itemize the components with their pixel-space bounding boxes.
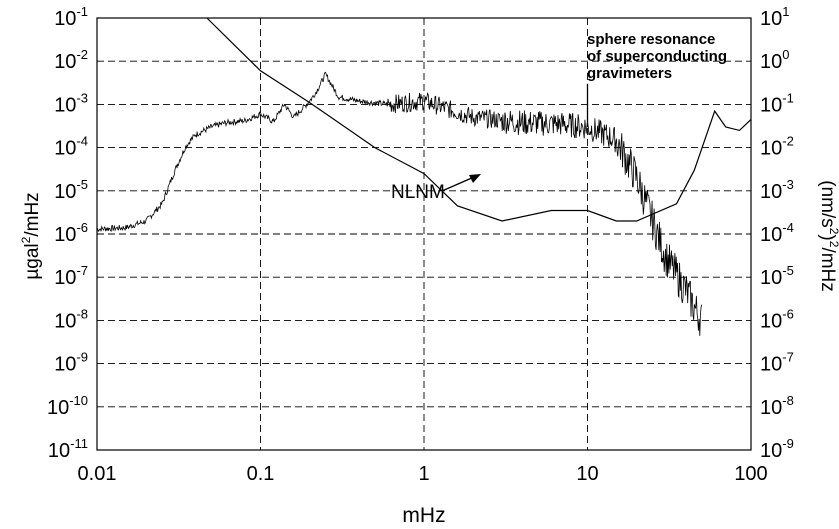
x-tick-label: 1 bbox=[418, 463, 429, 485]
y-left-tick-label: 10-6 bbox=[54, 220, 88, 246]
y-left-tick-label: 10-2 bbox=[54, 47, 88, 73]
x-axis-label: mHz bbox=[402, 504, 445, 527]
x-tick-labels: 0.01 0.1 1 10 100 bbox=[78, 463, 768, 485]
y-right-tick-label: 10-1 bbox=[760, 90, 794, 116]
nlnm-arrow-head bbox=[469, 174, 481, 183]
y-right-tick-labels: 101 100 10-1 10-2 10-3 10-4 10-5 10-6 10-7 10-8 10… bbox=[760, 4, 794, 462]
y-left-axis-label: µgal2/mHz bbox=[19, 192, 43, 279]
plot-frame bbox=[96, 17, 752, 451]
nlnm-arrow-shaft bbox=[441, 176, 475, 192]
y-right-tick-label: 10-5 bbox=[760, 263, 794, 289]
y-left-tick-label: 10-10 bbox=[47, 393, 88, 419]
y-left-tick-labels: 10-1 10-2 10-3 10-4 10-5 10-6 10-7 10-8 10-9 10-1… bbox=[47, 4, 88, 462]
y-right-tick-label: 10-6 bbox=[760, 306, 794, 332]
resonance-annotation: sphere resonance of superconducting grav… bbox=[587, 31, 727, 82]
y-right-tick-label: 10-4 bbox=[760, 220, 794, 246]
x-tick-label: 0.01 bbox=[78, 463, 117, 485]
resonance-line-2: of superconducting bbox=[587, 48, 727, 65]
x-tick-label: 100 bbox=[734, 463, 767, 485]
nlnm-annotation: NLNM bbox=[391, 174, 481, 203]
series-line-2 bbox=[206, 17, 752, 222]
y-left-tick-label: 10-5 bbox=[54, 177, 88, 203]
y-right-tick-label: 10-3 bbox=[760, 177, 794, 203]
resonance-line-1: sphere resonance bbox=[587, 31, 715, 48]
y-left-tick-label: 10-3 bbox=[54, 90, 88, 116]
y-left-tick-label: 10-8 bbox=[54, 306, 88, 332]
y-right-axis-label: (nm/s2)2/mHz bbox=[817, 180, 839, 292]
y-right-tick-label: 10-9 bbox=[760, 436, 794, 462]
y-right-tick-label: 10-7 bbox=[760, 350, 794, 376]
y-right-tick-label: 10-8 bbox=[760, 393, 794, 419]
y-right-tick-label: 10-2 bbox=[760, 134, 794, 160]
series-line-1 bbox=[96, 71, 703, 336]
nlnm-label: NLNM bbox=[391, 182, 445, 203]
resonance-line-3: gravimeters bbox=[587, 65, 672, 82]
x-tick-label: 10 bbox=[576, 463, 598, 485]
y-left-tick-label: 10-11 bbox=[48, 436, 88, 462]
y-right-tick-label: 101 bbox=[760, 4, 789, 30]
y-left-tick-label: 10-7 bbox=[54, 263, 88, 289]
y-left-tick-label: 10-9 bbox=[54, 350, 88, 376]
series-layer bbox=[96, 17, 752, 336]
y-left-tick-label: 10-4 bbox=[54, 134, 88, 160]
x-tick-label: 0.1 bbox=[247, 463, 275, 485]
y-left-tick-label: 10-1 bbox=[54, 4, 88, 30]
y-right-tick-label: 100 bbox=[760, 47, 789, 73]
